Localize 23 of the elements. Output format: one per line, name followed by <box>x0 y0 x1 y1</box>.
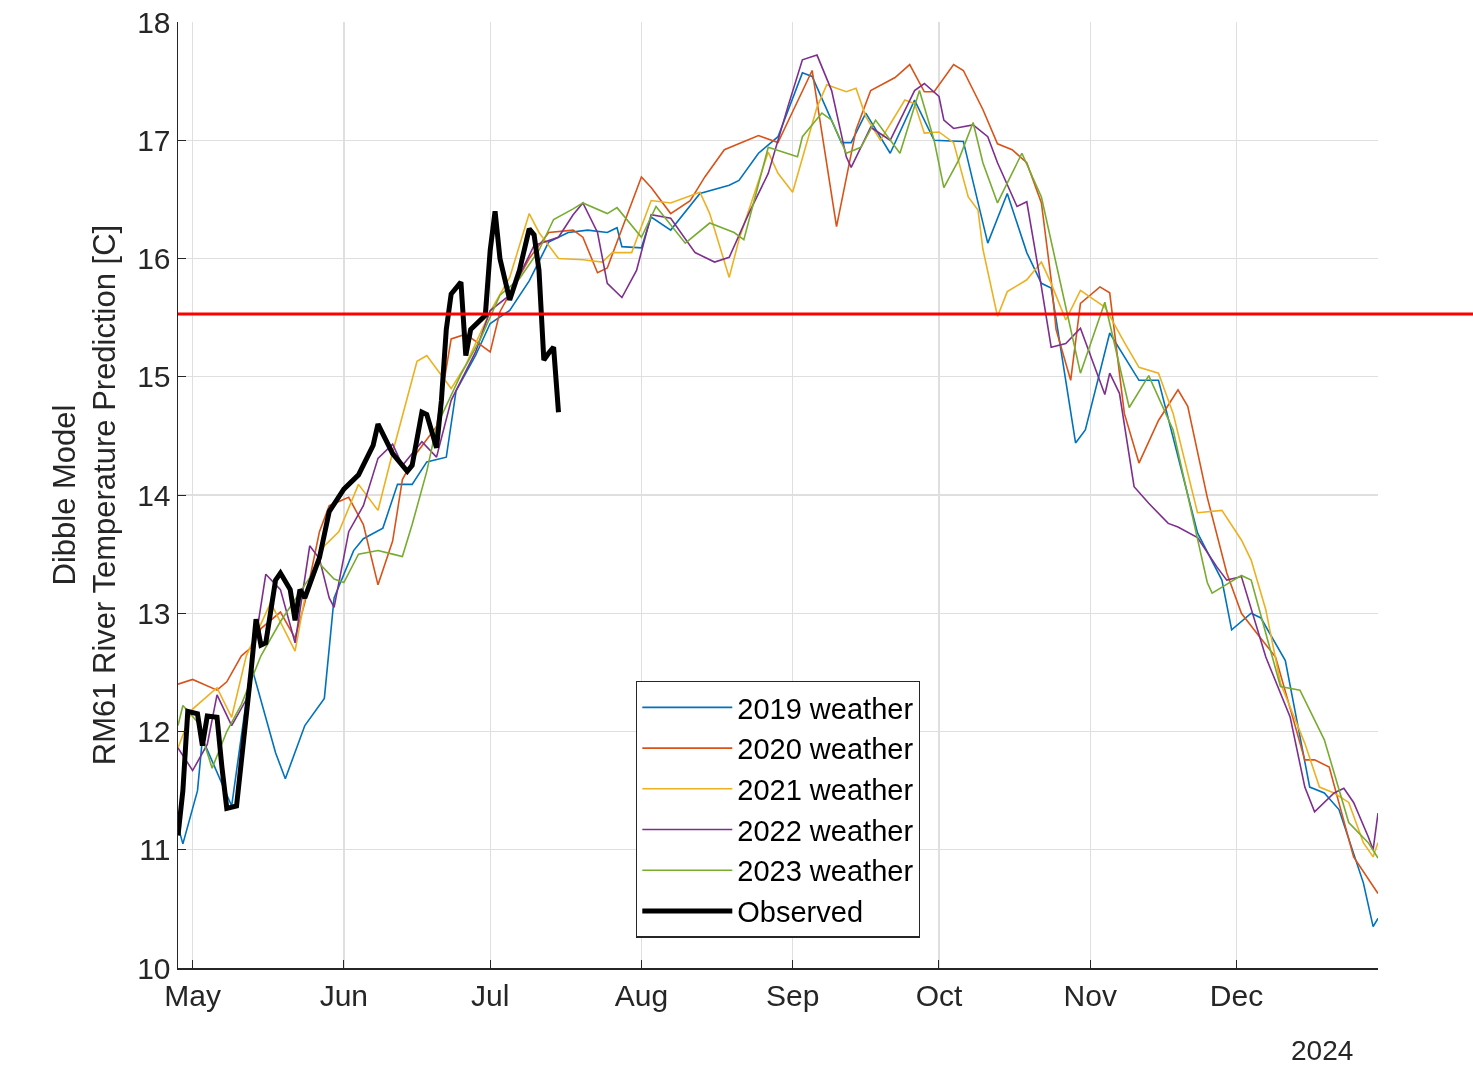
legend-label: 2023 weather <box>737 855 914 888</box>
y-tick-label: 16 <box>137 242 171 275</box>
x-tick-label: Jun <box>319 978 369 1012</box>
x-tick-label: Aug <box>614 978 669 1012</box>
legend-label: 2020 weather <box>737 733 914 766</box>
y-tick-label: 12 <box>137 715 171 748</box>
y-tick-label: 13 <box>137 596 171 630</box>
x-tick-label: Sep <box>765 978 820 1012</box>
legend-label: Observed <box>737 896 864 929</box>
y-tick-label: 14 <box>137 478 171 512</box>
text: 2024 <box>1291 1035 1354 1066</box>
x-tick-label: Oct <box>915 978 963 1012</box>
y-tick-label: 11 <box>139 833 171 867</box>
y-tick-label: 15 <box>137 360 171 394</box>
y-tick-label: 17 <box>137 123 171 157</box>
y-axis-title: Dibble Model RM61 River Temperature Prediction [C] <box>46 224 123 766</box>
x-tick-label: Jul <box>471 978 510 1012</box>
legend-label: 2022 weather <box>737 814 914 847</box>
legend-label: 2019 weather <box>737 692 914 725</box>
x-tick-label: Nov <box>1063 978 1117 1012</box>
y-tick-label: 18 <box>137 5 171 39</box>
x-tick-label: Dec <box>1209 978 1264 1012</box>
legend-label: 2021 weather <box>737 774 914 807</box>
